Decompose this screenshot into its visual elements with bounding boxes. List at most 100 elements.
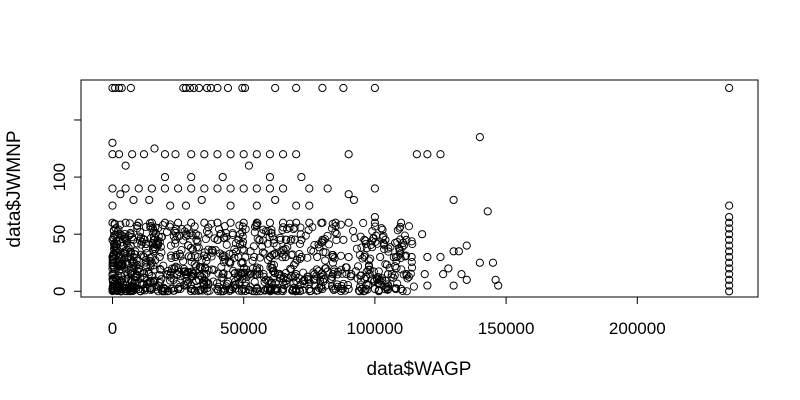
data-point-dense <box>369 234 378 243</box>
data-point <box>121 184 130 193</box>
data-point-dense <box>407 257 416 267</box>
data-point-dense <box>332 230 341 239</box>
data-point-dense <box>186 229 195 238</box>
data-point <box>344 190 353 199</box>
data-point-dense <box>110 231 119 240</box>
data-point-dense <box>238 222 247 231</box>
data-point-dense <box>159 261 168 270</box>
x-tick-label: 50000 <box>220 319 267 338</box>
data-point-dense <box>328 272 337 281</box>
data-point-dense <box>186 281 195 290</box>
data-point <box>213 83 222 93</box>
data-point-dense <box>269 239 278 248</box>
data-point-dense <box>331 222 340 231</box>
data-point-dense <box>202 227 212 236</box>
data-point-dense <box>219 284 228 293</box>
data-point-dense <box>230 269 239 278</box>
data-point-dense <box>108 287 117 296</box>
data-point <box>239 150 248 159</box>
data-point-dense <box>281 277 290 286</box>
data-point-dense <box>195 285 204 295</box>
x-axis: 0 50000 100000 150000 200000 <box>108 296 666 338</box>
data-point-dense <box>272 251 281 260</box>
data-point <box>454 247 463 256</box>
data-point-dense <box>131 279 140 288</box>
data-point-dense <box>288 286 297 295</box>
data-point-dense <box>202 256 211 265</box>
data-point-dense <box>238 245 247 254</box>
data-point <box>278 184 288 193</box>
data-point <box>117 83 126 93</box>
data-point-dense <box>108 256 117 265</box>
data-point-dense <box>193 237 202 246</box>
data-point-dense <box>203 287 212 296</box>
data-point <box>200 184 209 193</box>
data-point-dense <box>138 252 147 261</box>
data-point <box>114 83 124 93</box>
data-point-dense <box>136 236 145 245</box>
data-point-dense <box>286 236 295 245</box>
data-point <box>423 281 432 290</box>
data-point-dense <box>290 235 299 244</box>
data-point <box>121 218 130 227</box>
data-point-dense <box>203 284 212 293</box>
data-point <box>239 184 248 193</box>
y-tick-label: 50 <box>50 225 69 244</box>
data-point <box>252 150 261 159</box>
data-point-dense <box>112 247 121 256</box>
data-point <box>725 275 734 284</box>
data-point-dense <box>270 269 280 278</box>
data-point-dense <box>140 235 149 244</box>
data-point-dense <box>355 287 364 296</box>
data-point-dense <box>393 226 402 235</box>
data-point-dense <box>267 225 276 234</box>
data-point-dense <box>319 271 328 280</box>
data-point-dense <box>272 241 281 250</box>
data-point <box>271 195 280 205</box>
data-point-dense <box>120 249 130 258</box>
data-point <box>181 201 191 210</box>
x-tick-label: 150000 <box>478 319 535 338</box>
data-point-dense <box>357 271 366 280</box>
data-point-dense <box>384 282 393 291</box>
data-point-dense <box>147 258 156 267</box>
data-point-dense <box>190 222 199 231</box>
data-point-dense <box>328 284 338 293</box>
data-point-dense <box>176 272 185 281</box>
data-point-dense <box>386 243 395 252</box>
data-point <box>462 241 471 250</box>
data-point-dense <box>289 224 298 234</box>
data-point-dense <box>387 273 396 282</box>
data-point-dense <box>356 232 365 241</box>
data-point <box>444 264 453 273</box>
data-point <box>185 83 194 93</box>
data-point <box>475 258 484 267</box>
data-point-dense <box>242 273 251 282</box>
data-point-dense <box>332 236 341 245</box>
data-point-dense <box>129 259 138 268</box>
data-point-dense <box>190 286 199 295</box>
data-point <box>189 83 198 93</box>
data-point-dense <box>204 245 213 254</box>
data-point-dense <box>277 286 286 295</box>
data-point-dense <box>329 285 338 295</box>
data-point <box>439 270 448 279</box>
data-point <box>111 83 120 93</box>
data-point-dense <box>201 234 210 244</box>
data-point <box>436 252 445 262</box>
data-point-dense <box>396 254 405 263</box>
data-point <box>725 212 734 222</box>
data-point-dense <box>221 229 231 238</box>
data-point-dense <box>108 276 118 285</box>
data-point-dense <box>378 276 387 285</box>
data-point-dense <box>113 263 122 272</box>
data-point-dense <box>256 253 265 262</box>
data-point <box>150 144 159 153</box>
data-point-dense <box>175 232 184 241</box>
data-point <box>725 270 734 279</box>
data-point-dense <box>226 259 235 268</box>
data-point-dense <box>328 219 337 228</box>
data-point-dense <box>326 274 335 283</box>
data-point-dense <box>222 232 231 242</box>
data-point <box>226 218 235 227</box>
